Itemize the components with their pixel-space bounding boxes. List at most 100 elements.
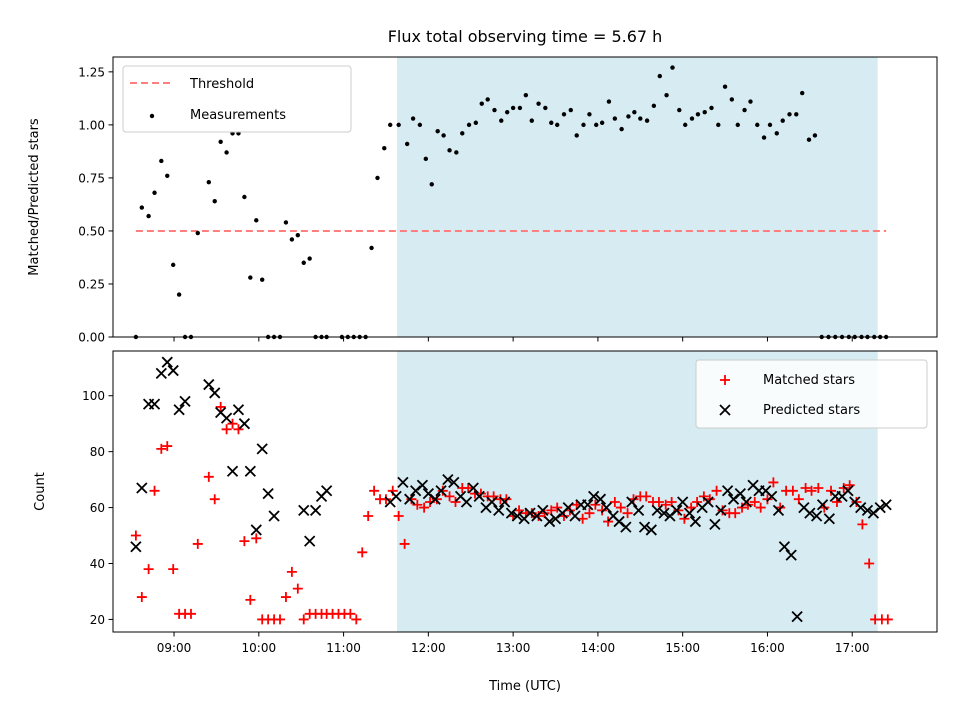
matched-star-point <box>787 485 798 496</box>
measurement-point <box>206 179 211 185</box>
measurement-point <box>139 205 145 210</box>
matched-star-point <box>622 508 633 519</box>
legend-predicted-swatch <box>719 404 731 416</box>
measurement-point <box>599 120 605 125</box>
x-tick-label: 13:00 <box>496 641 531 655</box>
matched-star-point <box>280 592 291 603</box>
matched-star-point <box>641 491 652 502</box>
measurement-point <box>523 92 529 98</box>
predicted-star-point <box>203 378 215 391</box>
matched-star-point <box>463 483 474 494</box>
predicted-star-point <box>161 356 173 368</box>
matched-star-point <box>136 592 147 603</box>
measurement-point <box>396 122 401 128</box>
measurement-point <box>561 112 567 117</box>
measurement-point <box>499 118 504 123</box>
matched-star-point <box>679 513 690 524</box>
predicted-star-point <box>537 504 549 517</box>
matched-star-point <box>387 485 398 496</box>
matched-star-point <box>251 533 262 544</box>
matched-star-point <box>603 516 614 527</box>
predicted-star-point <box>493 504 505 517</box>
matched-star-point <box>666 496 677 507</box>
measurement-point <box>555 122 560 128</box>
matched-star-point <box>838 483 849 494</box>
measurement-point <box>644 118 650 123</box>
x-tick-label: 15:00 <box>665 641 700 655</box>
matched-star-point <box>399 538 410 549</box>
predicted-star-point <box>448 476 460 489</box>
y-tick-label: 1.25 <box>78 65 105 79</box>
matched-star-point <box>755 502 766 513</box>
measurement-point <box>670 65 675 70</box>
matched-star-point <box>357 547 368 558</box>
predicted-star-point <box>511 510 524 522</box>
predicted-star-point <box>804 507 816 519</box>
axes-frame <box>112 56 938 338</box>
predicted-star-point <box>167 364 179 377</box>
legend-matched-label: Matched stars <box>763 373 855 388</box>
matched-star-point <box>590 499 601 510</box>
matched-star-point <box>444 491 455 502</box>
matched-star-point <box>143 564 154 575</box>
measurement-point <box>423 156 429 162</box>
measurement-point <box>638 116 643 121</box>
predicted-star-point <box>816 499 829 511</box>
predicted-star-point <box>390 490 402 503</box>
y-tick-label: 1.00 <box>78 118 105 132</box>
measurement-point <box>369 245 374 251</box>
observing-span <box>396 57 878 337</box>
measurement-point <box>748 99 753 104</box>
x-tick-label: 10:00 <box>242 641 277 655</box>
legend-predicted-label: Predicted stars <box>763 403 860 418</box>
measurement-point <box>651 103 657 108</box>
matched-star-point <box>737 502 748 513</box>
y-axis-label: Count <box>33 472 48 511</box>
measurement-point <box>170 262 176 268</box>
legend: Threshold Measurements <box>122 65 352 133</box>
predicted-star-point <box>209 387 221 399</box>
x-tick-label: 16:00 <box>750 641 785 655</box>
matched-star-point <box>130 530 141 541</box>
measurement-point <box>767 122 773 128</box>
measurement-point <box>529 118 534 123</box>
measurement-point <box>657 73 662 79</box>
measurement-point <box>429 182 434 187</box>
matched-star-point <box>412 499 423 510</box>
measurement-point <box>780 118 785 123</box>
measurement-point <box>729 97 735 102</box>
measurement-point <box>619 126 624 132</box>
matched-star-point <box>609 496 620 507</box>
measurement-point <box>594 122 599 128</box>
matched-star-point <box>286 566 297 577</box>
predicted-star-point <box>677 496 689 508</box>
matched-star-point <box>615 502 626 513</box>
predicted-star-point <box>543 515 556 528</box>
y-tick-label: 60 <box>90 501 105 515</box>
measurement-point <box>375 175 380 181</box>
legend: Matched stars Predicted stars <box>695 359 928 429</box>
measurement-point <box>695 112 701 117</box>
predicted-star-point <box>429 493 441 505</box>
predicted-star-point <box>689 515 702 528</box>
matched-star-point <box>793 494 804 505</box>
matched-star-point <box>203 471 214 482</box>
predicted-star-point <box>256 443 268 455</box>
predicted-star-point <box>524 507 536 519</box>
y-axis-label: Matched/Predicted stars <box>27 118 42 276</box>
measurement-point <box>289 237 295 242</box>
predicted-star-point <box>842 485 854 497</box>
predicted-star-point <box>298 504 310 517</box>
top-panel: 0.00 0.25 0.50 0.75 1.00 1.25 Matched/Predicte… <box>27 27 938 345</box>
measurement-point <box>152 190 157 195</box>
predicted-star-point <box>499 496 511 508</box>
predicted-star-point <box>473 490 485 503</box>
predicted-star-point <box>226 465 239 477</box>
y-tick-label: 0.75 <box>78 171 105 185</box>
matched-star-point <box>221 424 232 435</box>
predicted-star-point <box>232 404 245 416</box>
matched-star-point <box>660 499 671 510</box>
measurement-point <box>543 105 548 111</box>
matched-star-point <box>698 491 709 502</box>
matched-star-point <box>369 485 380 496</box>
